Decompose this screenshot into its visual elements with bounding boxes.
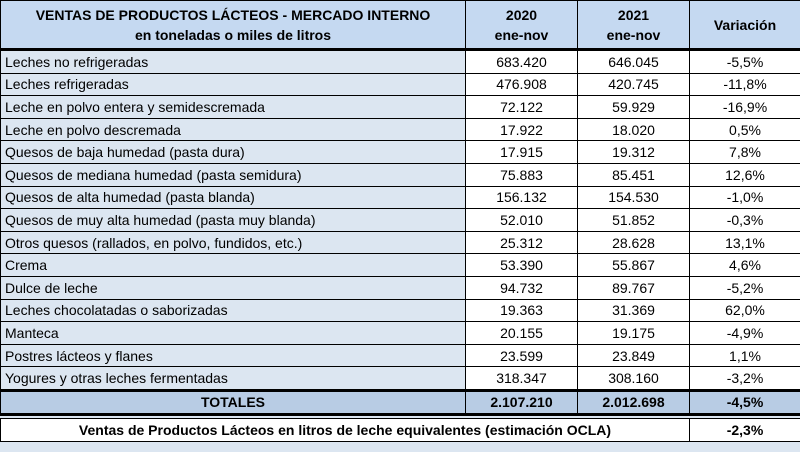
product-name: Crema <box>0 253 466 277</box>
header-2021: 2021 ene-nov <box>577 0 690 51</box>
variation: 7,8% <box>689 140 800 164</box>
product-name: Dulce de leche <box>0 275 466 300</box>
value-2020: 94.732 <box>465 275 578 300</box>
product-name: Yogures y otras leches fermentadas <box>0 366 466 391</box>
value-2020: 72.122 <box>465 95 578 119</box>
variation: 1,1% <box>689 343 800 368</box>
table-row: Crema 53.390 55.867 4,6% <box>0 253 800 277</box>
table-row: Leche en polvo entera y semidescremada 72… <box>0 95 800 119</box>
value-2021: 59.929 <box>577 95 690 119</box>
value-2020: 683.420 <box>465 49 578 74</box>
value-2021: 28.628 <box>577 230 690 255</box>
header-title: VENTAS DE PRODUCTOS LÁCTEOS - MERCADO IN… <box>0 0 466 51</box>
value-2021: 18.020 <box>577 117 690 142</box>
dairy-sales-table: VENTAS DE PRODUCTOS LÁCTEOS - MERCADO IN… <box>0 0 800 442</box>
table-row: Otros quesos (rallados, en polvo, fundid… <box>0 230 800 255</box>
product-name: Leches no refrigeradas <box>0 49 466 74</box>
value-2021: 89.767 <box>577 275 690 300</box>
value-2021: 19.175 <box>577 321 690 345</box>
variation: -11,8% <box>689 72 800 97</box>
value-2021: 308.160 <box>577 366 690 391</box>
value-2020: 75.883 <box>465 162 578 187</box>
product-name: Postres lácteos y flanes <box>0 343 466 368</box>
value-2020: 476.908 <box>465 72 578 97</box>
year-2020: 2020 <box>505 6 538 23</box>
table-row: Quesos de baja humedad (pasta dura) 17.91… <box>0 140 800 164</box>
header-variation: Variación <box>689 0 800 51</box>
table-row: Leches chocolatadas o saborizadas 19.363 3… <box>0 298 800 323</box>
table-row: Quesos de mediana humedad (pasta semidur… <box>0 162 800 187</box>
product-name: Manteca <box>0 321 466 345</box>
table-row: Yogures y otras leches fermentadas 318.34… <box>0 366 800 391</box>
variation: -1,0% <box>689 185 800 210</box>
period-2021: ene-nov <box>606 26 661 43</box>
variation: -3,2% <box>689 366 800 391</box>
value-2020: 20.155 <box>465 321 578 345</box>
table-row: Dulce de leche 94.732 89.767 -5,2% <box>0 275 800 300</box>
value-2021: 55.867 <box>577 253 690 277</box>
product-name: Otros quesos (rallados, en polvo, fundid… <box>0 230 466 255</box>
product-name: Leches chocolatadas o saborizadas <box>0 298 466 323</box>
value-2020: 17.922 <box>465 117 578 142</box>
header-2020: 2020 ene-nov <box>465 0 578 51</box>
value-2021: 23.849 <box>577 343 690 368</box>
value-2021: 646.045 <box>577 49 690 74</box>
equivalent-label: Ventas de Productos Lácteos en litros de… <box>0 417 690 442</box>
product-name: Quesos de baja humedad (pasta dura) <box>0 140 466 164</box>
header-row: VENTAS DE PRODUCTOS LÁCTEOS - MERCADO IN… <box>0 0 800 51</box>
year-2021: 2021 <box>617 6 650 23</box>
value-2021: 19.312 <box>577 140 690 164</box>
spacer <box>0 414 800 419</box>
totals-2020: 2.107.210 <box>465 388 578 416</box>
totals-variation: -4,5% <box>689 388 800 416</box>
product-name: Leche en polvo entera y semidescremada <box>0 95 466 119</box>
table-row: Leches refrigeradas 476.908 420.745 -11,8% <box>0 72 800 97</box>
variation: -0,3% <box>689 208 800 232</box>
variation: 62,0% <box>689 298 800 323</box>
variation: -5,5% <box>689 49 800 74</box>
value-2021: 154.530 <box>577 185 690 210</box>
table-row: Quesos de muy alta humedad (pasta muy bl… <box>0 208 800 232</box>
table-row: Quesos de alta humedad (pasta blanda) 156… <box>0 185 800 210</box>
variation: 13,1% <box>689 230 800 255</box>
variation: 0,5% <box>689 117 800 142</box>
variation: 4,6% <box>689 253 800 277</box>
spacer-cell <box>0 414 800 419</box>
value-2021: 51.852 <box>577 208 690 232</box>
value-2020: 53.390 <box>465 253 578 277</box>
product-name: Quesos de muy alta humedad (pasta muy bl… <box>0 208 466 232</box>
value-2021: 31.369 <box>577 298 690 323</box>
equivalent-row: Ventas de Productos Lácteos en litros de… <box>0 417 800 442</box>
period-2020: ene-nov <box>494 26 549 43</box>
variation: 12,6% <box>689 162 800 187</box>
value-2020: 17.915 <box>465 140 578 164</box>
variation: -5,2% <box>689 275 800 300</box>
value-2021: 420.745 <box>577 72 690 97</box>
value-2020: 318.347 <box>465 366 578 391</box>
totals-2021: 2.012.698 <box>577 388 690 416</box>
product-name: Leches refrigeradas <box>0 72 466 97</box>
value-2020: 23.599 <box>465 343 578 368</box>
value-2021: 85.451 <box>577 162 690 187</box>
totals-row: TOTALES 2.107.210 2.012.698 -4,5% <box>0 388 800 416</box>
title-text: VENTAS DE PRODUCTOS LÁCTEOS - MERCADO IN… <box>35 6 431 23</box>
table-row: Leche en polvo descremada 17.922 18.020 0,5… <box>0 117 800 142</box>
variation: -4,9% <box>689 321 800 345</box>
variation: -16,9% <box>689 95 800 119</box>
value-2020: 52.010 <box>465 208 578 232</box>
equivalent-variation: -2,3% <box>689 417 800 442</box>
product-name: Quesos de mediana humedad (pasta semidur… <box>0 162 466 187</box>
table-row: Leches no refrigeradas 683.420 646.045 -5,5… <box>0 49 800 74</box>
table-row: Manteca 20.155 19.175 -4,9% <box>0 321 800 345</box>
product-name: Leche en polvo descremada <box>0 117 466 142</box>
value-2020: 156.132 <box>465 185 578 210</box>
value-2020: 25.312 <box>465 230 578 255</box>
product-name: Quesos de alta humedad (pasta blanda) <box>0 185 466 210</box>
table-row: Postres lácteos y flanes 23.599 23.849 1,1% <box>0 343 800 368</box>
totals-label: TOTALES <box>0 388 466 416</box>
subtitle-text: en toneladas o miles de litros <box>134 26 332 43</box>
value-2020: 19.363 <box>465 298 578 323</box>
